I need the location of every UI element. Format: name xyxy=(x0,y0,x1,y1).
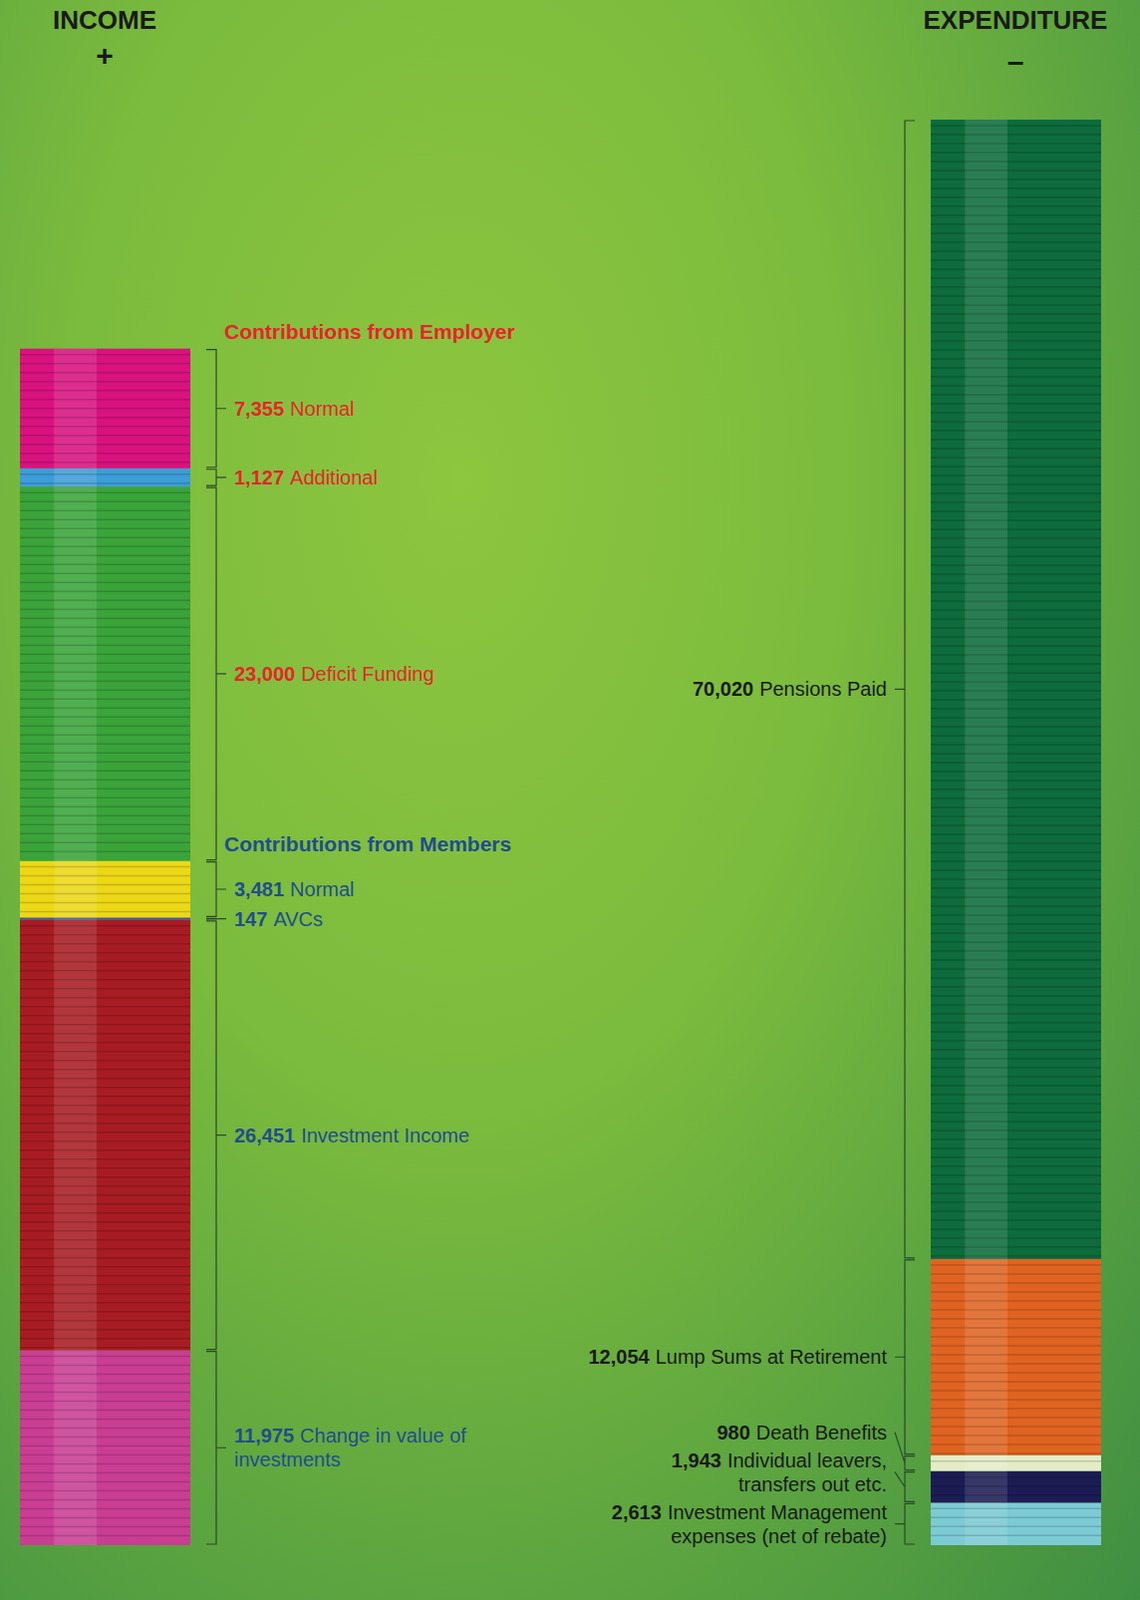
svg-text:1,127Additional: 1,127Additional xyxy=(234,466,378,489)
svg-text:Contributions from Employer: Contributions from Employer xyxy=(224,319,516,343)
svg-text:7,355Normal: 7,355Normal xyxy=(234,397,355,420)
svg-text:3,481Normal: 3,481Normal xyxy=(234,877,355,900)
svg-text:26,451Investment Income: 26,451Investment Income xyxy=(234,1124,470,1146)
svg-text:12,054Lump Sums at Retirement: 12,054Lump Sums at Retirement xyxy=(588,1345,888,1368)
svg-text:2,613Investment Managementexpe: 2,613Investment Managementexpenses (net … xyxy=(611,1500,888,1547)
svg-text:147AVCs: 147AVCs xyxy=(234,907,323,930)
svg-text:1,943Individual leavers,transf: 1,943Individual leavers,transfers out et… xyxy=(671,1448,887,1495)
svg-text:Contributions from Members: Contributions from Members xyxy=(224,832,512,855)
html-text:INCOME: INCOME xyxy=(52,4,157,35)
html-text:EXPENDITURE: EXPENDITURE xyxy=(923,4,1108,35)
svg-text:980Death Benefits: 980Death Benefits xyxy=(716,1421,887,1443)
svg-text:11,975Change in value ofinvest: 11,975Change in value ofinvestments xyxy=(234,1424,467,1470)
svg-text:23,000Deficit Funding: 23,000Deficit Funding xyxy=(234,662,435,685)
svg-text:70,020Pensions Paid: 70,020Pensions Paid xyxy=(692,677,887,700)
